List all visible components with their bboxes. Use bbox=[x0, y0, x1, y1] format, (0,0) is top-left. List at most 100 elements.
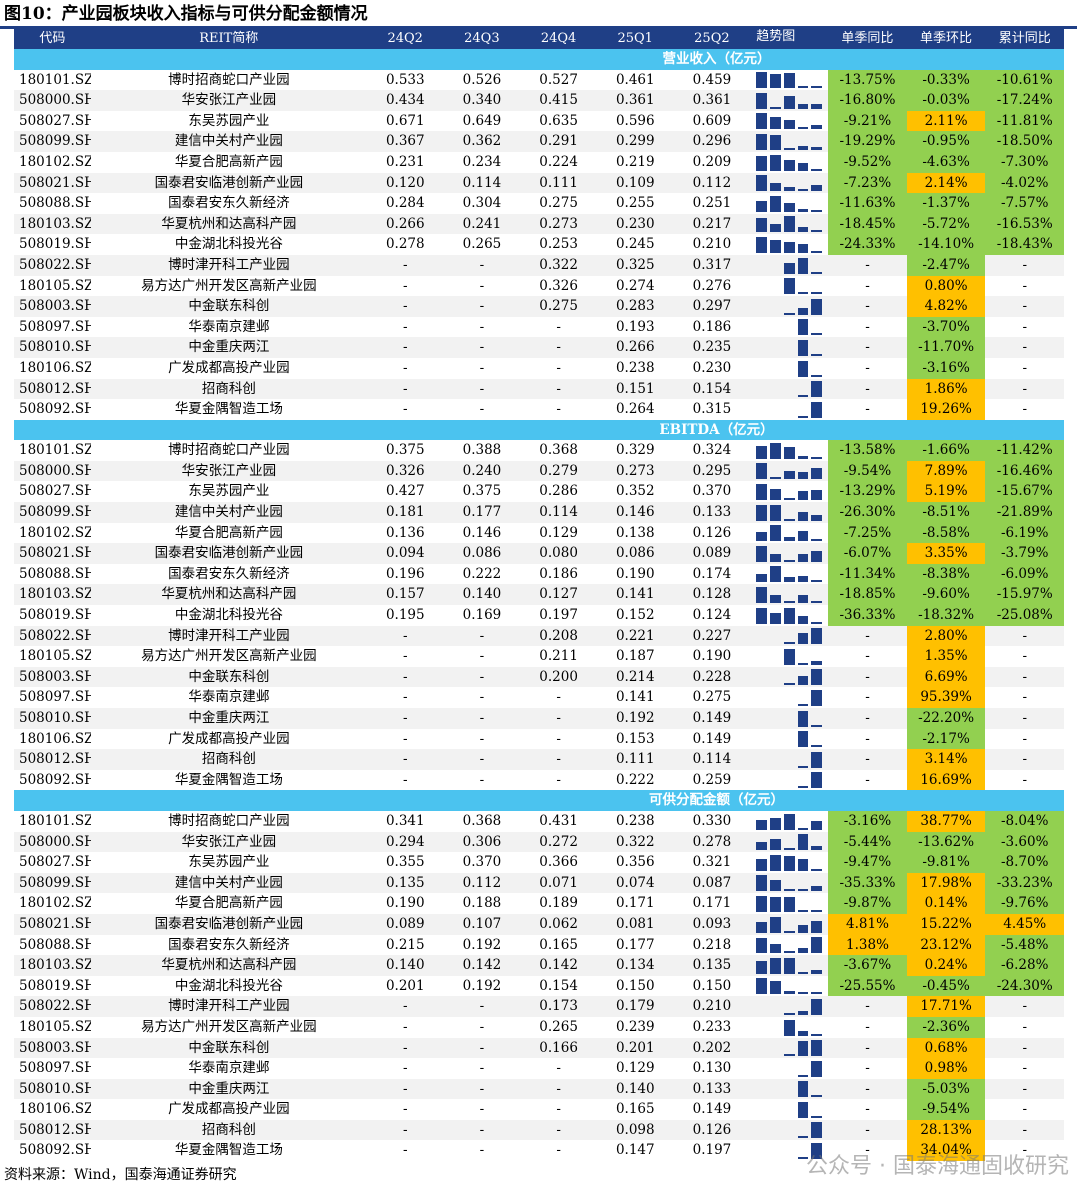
cell-yoy-q: -25.55% bbox=[828, 975, 907, 997]
cell-value-25q1: 0.179 bbox=[615, 998, 655, 1015]
trend-bar bbox=[811, 550, 823, 562]
cell-yoy-q: - bbox=[865, 668, 870, 685]
trend-bar bbox=[811, 580, 823, 583]
trend-bar bbox=[811, 628, 823, 645]
cell-value-24q3: - bbox=[479, 668, 485, 685]
cell-value-24q3: 0.649 bbox=[462, 112, 502, 129]
cell-value-24q4: 0.291 bbox=[539, 133, 578, 150]
section-title: EBITDA（亿元） bbox=[659, 421, 774, 438]
cell-name: 华夏杭州和达高科产园 bbox=[161, 215, 297, 232]
trend-bar bbox=[783, 447, 795, 459]
cell-value-25q2: 0.133 bbox=[692, 1080, 732, 1097]
cell-qoq: 38.77% bbox=[906, 810, 986, 832]
cell-value-25q1: 0.190 bbox=[615, 565, 655, 582]
cell-yoy-q: -13.75% bbox=[828, 69, 907, 91]
cell-qoq: -5.03% bbox=[906, 1078, 986, 1100]
cell-value-25q2: 0.295 bbox=[692, 462, 732, 479]
trend-bar bbox=[756, 445, 768, 459]
trend-sparkline bbox=[750, 1120, 828, 1141]
cell-yoy-q: -9.21% bbox=[828, 110, 907, 132]
cell-value-25q1: 0.152 bbox=[615, 607, 655, 624]
trend-bar bbox=[811, 937, 823, 954]
cell-value-24q4: 0.173 bbox=[539, 998, 578, 1015]
trend-bar bbox=[783, 518, 795, 521]
trend-bar bbox=[797, 1101, 809, 1118]
cell-value-24q4: 0.127 bbox=[539, 586, 578, 603]
trend-sparkline bbox=[750, 234, 828, 255]
cell-name: 国泰君安东久新经济 bbox=[168, 936, 290, 953]
header-col-24q2: 24Q2 bbox=[387, 31, 423, 46]
trend-bar bbox=[811, 209, 823, 212]
cell-yoy-cum: - bbox=[1022, 318, 1027, 335]
cell-yoy-cum: -8.70% bbox=[985, 852, 1065, 873]
trend-bar bbox=[811, 751, 823, 768]
cell-value-24q4: - bbox=[556, 1101, 561, 1118]
trend-sparkline bbox=[750, 193, 828, 214]
cell-yoy-q: -5.44% bbox=[828, 831, 907, 853]
cell-value-24q4: - bbox=[556, 689, 561, 706]
trend-bar bbox=[770, 838, 781, 851]
cell-value-25q2: 0.112 bbox=[692, 174, 732, 191]
trend-bar bbox=[797, 243, 809, 253]
cell-value-24q3: - bbox=[479, 648, 485, 665]
cell-qoq: -2.47% bbox=[906, 254, 986, 276]
table-row: 508099.SH 建信中关村产业园 0.367 0.362 0.291 0.299 0.2… bbox=[14, 131, 1065, 152]
trend-bar bbox=[797, 395, 809, 398]
cell-name: 中金联东科创 bbox=[188, 298, 270, 315]
cell-yoy-q: -13.58% bbox=[828, 440, 907, 461]
cell-value-24q3: 0.362 bbox=[462, 133, 502, 150]
trend-bar bbox=[797, 103, 809, 109]
cell-name: 易方达广州开发区高新产业园 bbox=[141, 277, 317, 294]
cell-name: 东吴苏园产业 bbox=[188, 483, 270, 500]
trend-bar bbox=[756, 608, 768, 624]
cell-yoy-cum: -11.42% bbox=[985, 440, 1065, 461]
trend-bar bbox=[770, 818, 781, 830]
trend-bar bbox=[783, 120, 795, 130]
cell-value-24q2: 0.135 bbox=[385, 874, 425, 891]
trend-bar bbox=[797, 710, 809, 727]
cell-value-25q2: 0.370 bbox=[692, 483, 732, 500]
cell-value-24q2: 0.157 bbox=[385, 586, 425, 603]
cell-yoy-q: - bbox=[865, 730, 870, 747]
cell-yoy-q: -16.80% bbox=[828, 90, 907, 111]
trend-bar bbox=[783, 648, 795, 665]
trend-sparkline bbox=[750, 1038, 828, 1059]
cell-qoq: -9.81% bbox=[906, 852, 986, 873]
table-row: 508092.SH 华夏金隅智造工场 - - - 0.222 0.259 - 16.69% - bbox=[14, 769, 1064, 791]
trend-bar bbox=[811, 992, 823, 995]
cell-value-25q2: 0.114 bbox=[692, 751, 732, 768]
cell-value-24q2: - bbox=[402, 298, 408, 315]
trend-bar bbox=[797, 1136, 809, 1139]
watermark: 公众号 · 国泰海通固收研究 bbox=[806, 1154, 1069, 1179]
cell-yoy-cum: - bbox=[1022, 298, 1027, 315]
cell-value-25q2: 0.297 bbox=[692, 298, 732, 315]
cell-value-25q1: 0.255 bbox=[615, 195, 655, 212]
cell-yoy-q: -6.07% bbox=[828, 543, 907, 564]
trend-bar bbox=[811, 250, 823, 253]
trend-bar bbox=[811, 846, 823, 851]
trend-bar bbox=[797, 888, 809, 892]
cell-yoy-q: -35.33% bbox=[828, 872, 907, 894]
cell-yoy-q: 1.38% bbox=[828, 934, 907, 956]
trend-bar bbox=[770, 553, 781, 562]
cell-yoy-q: -9.47% bbox=[828, 852, 907, 873]
cell-code: 508022.SH bbox=[19, 627, 91, 644]
cell-code: 508019.SH bbox=[19, 977, 91, 994]
trend-bar bbox=[797, 146, 809, 150]
cell-value-24q2: - bbox=[402, 627, 408, 644]
trend-bar bbox=[797, 616, 809, 624]
cell-value-24q3: 0.526 bbox=[462, 71, 502, 88]
cell-value-24q4: 0.272 bbox=[539, 833, 578, 850]
cell-yoy-cum: -5.48% bbox=[985, 934, 1065, 956]
cell-name: 华夏合肥高新产园 bbox=[174, 153, 283, 170]
cell-code: 508021.SH bbox=[19, 545, 91, 562]
trend-bar bbox=[811, 291, 823, 295]
cell-value-24q3: 0.140 bbox=[462, 586, 502, 603]
trend-bar bbox=[783, 242, 795, 253]
cell-value-24q3: 0.112 bbox=[462, 874, 502, 891]
trend-bar bbox=[783, 203, 795, 212]
cell-value-24q4: 0.275 bbox=[539, 298, 578, 315]
trend-bar bbox=[797, 1030, 809, 1036]
trend-bar bbox=[770, 489, 781, 501]
cell-code: 180106.SZ bbox=[19, 359, 91, 376]
